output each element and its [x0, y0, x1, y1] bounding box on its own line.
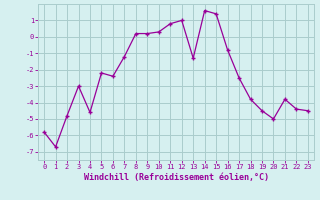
X-axis label: Windchill (Refroidissement éolien,°C): Windchill (Refroidissement éolien,°C) [84, 173, 268, 182]
